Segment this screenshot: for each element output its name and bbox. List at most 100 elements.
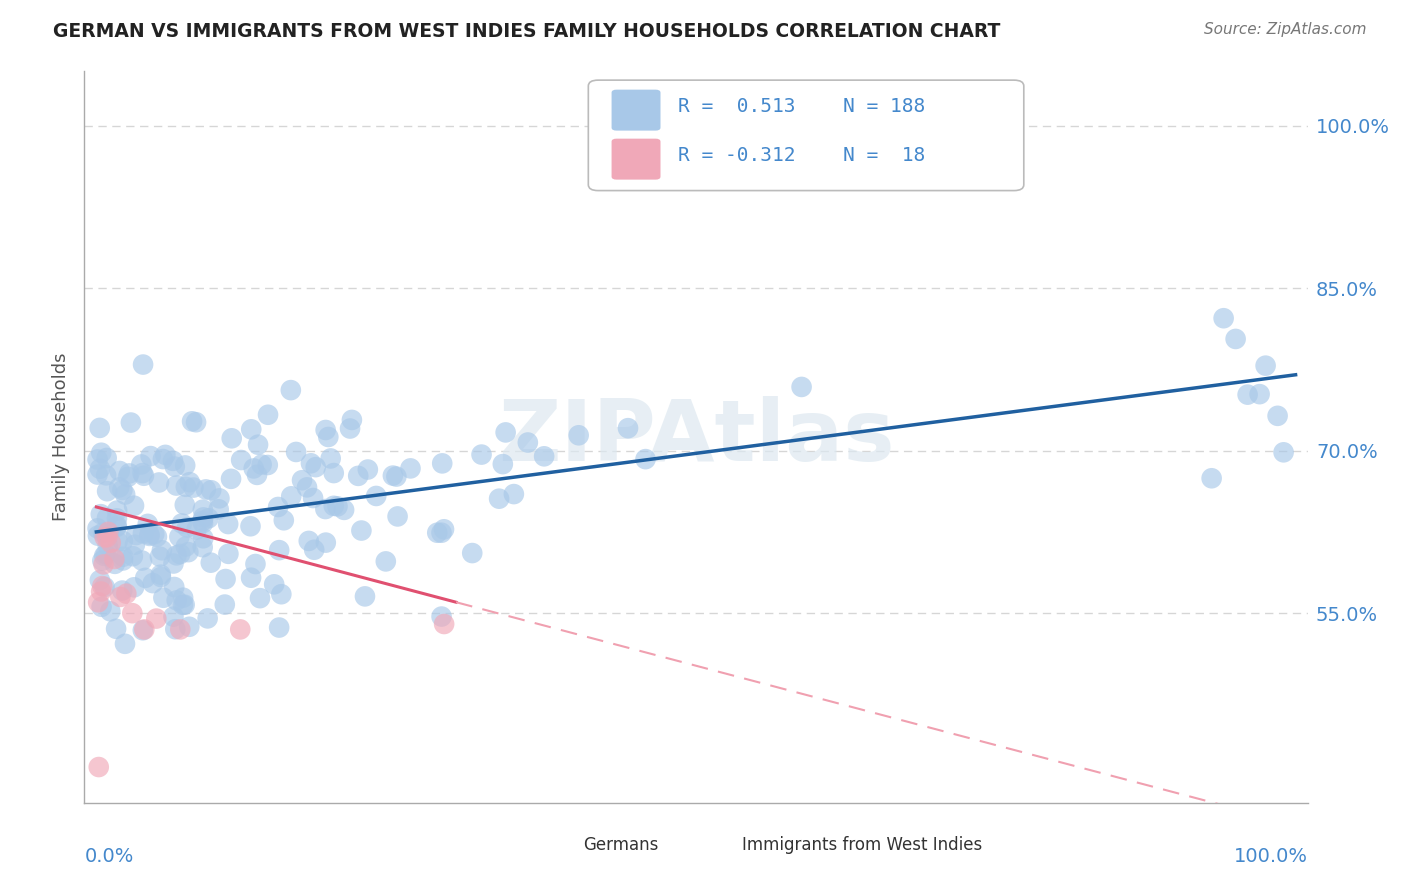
Point [163, 580, 186, 594]
Point [93, 549, 115, 563]
Point [132, 468, 155, 483]
Point [97, 524, 120, 539]
Point [149, 570, 172, 584]
Point [193, 510, 215, 524]
Point [191, 502, 214, 516]
Text: N = 188: N = 188 [842, 97, 925, 116]
Point [269, 543, 291, 558]
Text: R = -0.312: R = -0.312 [678, 146, 796, 165]
Point [149, 567, 172, 582]
Point [197, 511, 219, 525]
Point [107, 534, 129, 549]
Point [149, 549, 172, 564]
Point [132, 526, 155, 541]
Point [186, 523, 208, 537]
Point [114, 637, 136, 651]
Point [174, 540, 197, 554]
Point [96, 530, 118, 544]
Point [315, 423, 337, 437]
Point [433, 617, 456, 632]
Point [347, 468, 370, 483]
Point [231, 453, 253, 467]
FancyBboxPatch shape [546, 831, 575, 859]
Point [183, 481, 205, 495]
FancyBboxPatch shape [612, 90, 661, 130]
Point [433, 522, 456, 536]
Point [617, 421, 640, 435]
Point [184, 415, 207, 429]
Point [322, 466, 344, 480]
Point [200, 483, 222, 498]
Point [145, 611, 167, 625]
Point [87, 760, 110, 774]
Point [250, 458, 273, 472]
Point [492, 457, 515, 471]
Point [430, 525, 453, 540]
Point [217, 547, 239, 561]
Point [108, 464, 131, 478]
Point [495, 425, 517, 440]
Point [169, 547, 191, 561]
Point [246, 467, 269, 482]
Point [177, 545, 200, 559]
Point [172, 591, 194, 605]
Point [193, 531, 215, 545]
Point [90, 584, 112, 599]
Point [105, 622, 128, 636]
Point [111, 583, 134, 598]
Point [385, 469, 408, 483]
Point [240, 422, 263, 436]
Point [89, 421, 111, 435]
Point [315, 535, 337, 549]
Point [93, 530, 117, 544]
Point [86, 467, 108, 482]
Point [179, 620, 201, 634]
Point [357, 462, 380, 476]
Point [142, 576, 165, 591]
Point [162, 557, 184, 571]
Point [298, 533, 321, 548]
Point [96, 511, 118, 525]
Point [1236, 387, 1258, 401]
Point [87, 595, 110, 609]
Point [146, 530, 169, 544]
Point [350, 524, 373, 538]
Point [366, 489, 388, 503]
Point [322, 499, 344, 513]
Point [155, 448, 177, 462]
Text: GERMAN VS IMMIGRANTS FROM WEST INDIES FAMILY HOUSEHOLDS CORRELATION CHART: GERMAN VS IMMIGRANTS FROM WEST INDIES FA… [53, 22, 1001, 41]
Point [430, 609, 453, 624]
Point [169, 623, 191, 637]
Point [152, 591, 174, 605]
Point [280, 383, 302, 397]
Text: ZIPAtlas: ZIPAtlas [498, 395, 894, 479]
Point [208, 502, 231, 516]
Point [247, 438, 270, 452]
Point [148, 475, 170, 490]
Point [90, 599, 112, 614]
Point [86, 521, 108, 535]
Point [1201, 471, 1223, 485]
Point [111, 483, 134, 497]
Point [194, 483, 217, 497]
FancyBboxPatch shape [704, 831, 734, 859]
Point [354, 590, 377, 604]
Point [122, 499, 145, 513]
Point [295, 480, 318, 494]
Point [181, 414, 204, 428]
FancyBboxPatch shape [588, 80, 1024, 191]
Point [143, 527, 166, 541]
Point [86, 452, 108, 467]
Point [120, 416, 142, 430]
Point [326, 500, 349, 514]
Point [221, 431, 243, 445]
Point [174, 458, 197, 473]
Point [217, 516, 239, 531]
Point [285, 445, 308, 459]
Point [91, 579, 114, 593]
Point [104, 557, 127, 571]
Point [170, 516, 193, 531]
Point [461, 546, 484, 560]
Point [256, 458, 278, 472]
Point [162, 609, 184, 624]
